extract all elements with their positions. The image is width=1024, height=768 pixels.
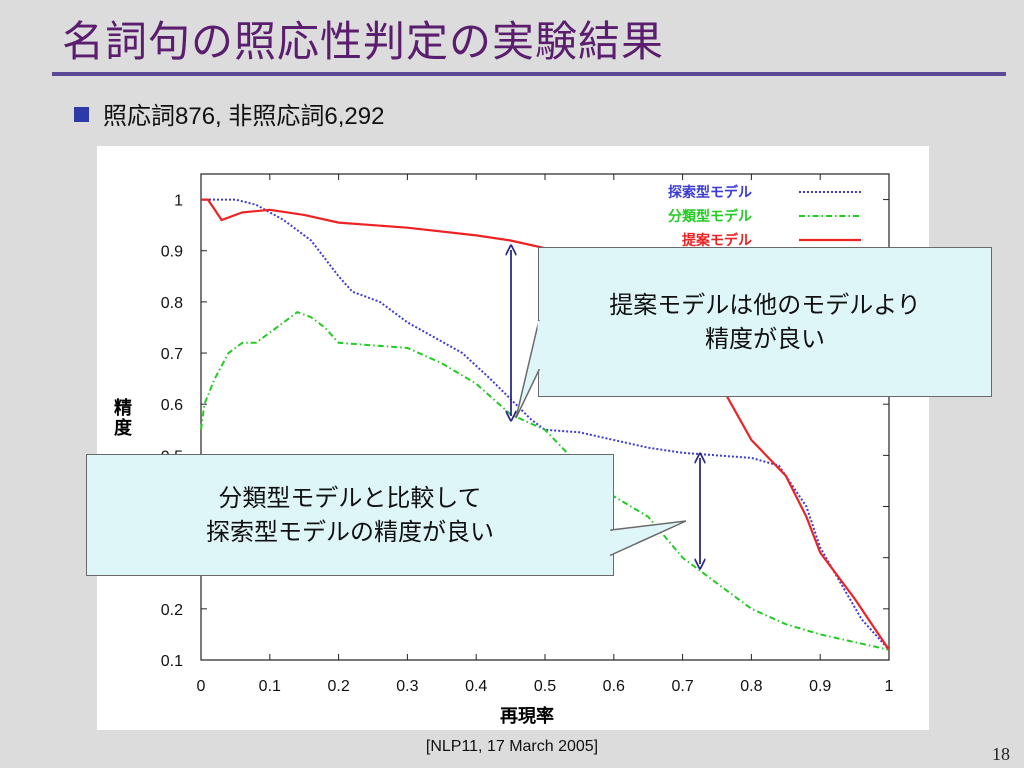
chart-frame <box>200 173 890 661</box>
precision-recall-chart: 0.10.20.30.40.50.60.70.80.9100.10.20.30.… <box>114 173 894 727</box>
y-axis-title: 精度 <box>114 397 133 439</box>
callout2-line1: 分類型モデルと比較して <box>218 484 482 512</box>
x-tick-label: 0.9 <box>809 678 831 695</box>
slide-title: 名詞句の照応性判定の実験結果 <box>62 17 665 66</box>
callout-proposed-model: 提案モデルは他のモデルより 精度が良い <box>538 247 992 397</box>
y-tick-label: 0.1 <box>161 653 183 670</box>
chart-panel: 0.10.20.30.40.50.60.70.80.9100.10.20.30.… <box>97 146 929 730</box>
x-tick-label: 0.7 <box>671 678 693 695</box>
x-tick-label: 0.8 <box>740 678 762 695</box>
x-tick-label: 0.5 <box>534 678 556 695</box>
series-line-0 <box>201 198 890 651</box>
y-tick-label: 0.9 <box>161 244 183 261</box>
title-underline <box>52 72 1006 76</box>
y-tick-label: 1 <box>174 193 183 210</box>
x-tick-label: 0.1 <box>259 678 281 695</box>
y-tick-label: 0.6 <box>161 397 183 414</box>
page-number: 18 <box>992 744 1010 764</box>
callout-search-model: 分類型モデルと比較して 探索型モデルの精度が良い <box>86 454 614 576</box>
y-tick-label: 0.2 <box>161 602 183 619</box>
legend-label-0: 探索型モデル <box>668 184 752 201</box>
bullet-text: 照応詞876, 非照応詞6,292 <box>103 103 385 130</box>
callout1-line2: 精度が良い <box>705 325 825 353</box>
y-tick-label: 0.7 <box>161 346 183 363</box>
x-tick-label: 0.4 <box>465 678 487 695</box>
callout1-line1: 提案モデルは他のモデルより <box>609 291 921 319</box>
y-tick-label: 0.8 <box>161 295 183 312</box>
x-tick-label: 0.6 <box>603 678 625 695</box>
bullet-item: 照応詞876, 非照応詞6,292 <box>74 96 384 131</box>
x-tick-label: 0.2 <box>327 678 349 695</box>
footer-citation: [NLP11, 17 March 2005] <box>425 738 599 755</box>
x-axis-title: 再現率 <box>500 705 554 727</box>
x-tick-label: 1 <box>885 678 894 695</box>
bullet-square-icon <box>74 107 89 122</box>
legend-label-1: 分類型モデル <box>668 208 752 225</box>
x-tick-label: 0 <box>197 678 206 695</box>
callout2-line2: 探索型モデルの精度が良い <box>206 518 494 546</box>
x-tick-label: 0.3 <box>396 678 418 695</box>
legend-label-2: 提案モデル <box>682 232 752 249</box>
